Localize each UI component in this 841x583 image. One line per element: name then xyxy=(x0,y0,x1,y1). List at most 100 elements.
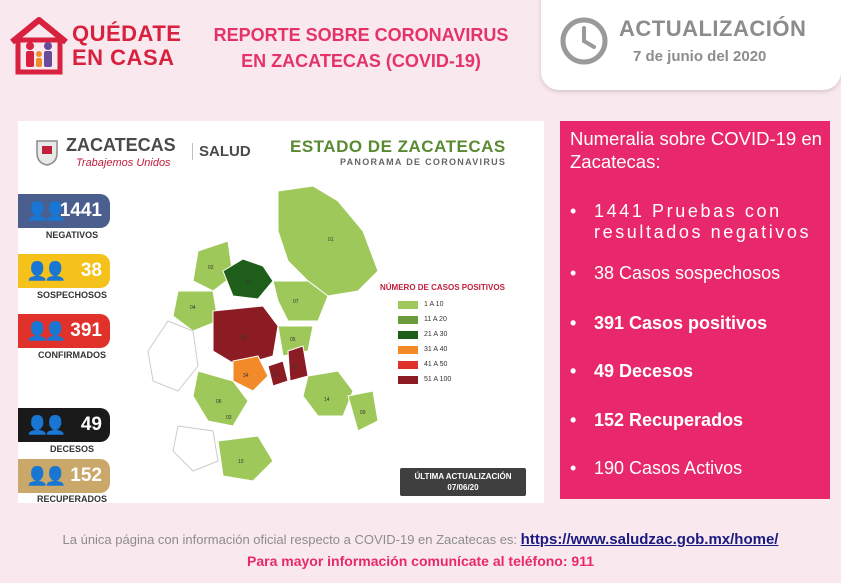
map-label-03: 03 xyxy=(226,415,232,421)
coat-of-arms-icon xyxy=(36,140,58,166)
last-update-badge: ÚLTIMA ACTUALIZACIÓN 07/06/20 xyxy=(400,468,526,496)
map-region-04a xyxy=(172,290,219,332)
report-title: REPORTE SOBRE CORONAVIRUS EN ZACATECAS (… xyxy=(196,22,526,74)
map-label-14: 14 xyxy=(324,397,330,403)
numeralia-item-recuperados: 152 Recuperados xyxy=(566,410,830,431)
numeralia-item-activos: 190 Casos Activos xyxy=(566,458,830,479)
map-label-07: 07 xyxy=(293,299,299,305)
numeralia-item-sospechosos: 38 Casos sospechosos xyxy=(566,263,830,284)
map-label-77: 77 xyxy=(272,373,278,379)
people-icon: 👤👤 xyxy=(26,321,67,341)
brand-text: QUÉDATE EN CASA xyxy=(72,22,181,70)
map-region-01 xyxy=(277,185,379,297)
map-region-southwest xyxy=(172,425,219,472)
clock-icon xyxy=(560,17,608,65)
map-label-04: 04 xyxy=(190,305,196,311)
report-title-line-1: REPORTE SOBRE CORONAVIRUS xyxy=(213,25,509,45)
legend-swatch xyxy=(398,375,418,384)
legend-swatch xyxy=(398,330,418,339)
last-update-date: 07/06/20 xyxy=(447,483,479,492)
logo-name: ZACATECAS xyxy=(66,135,176,155)
saludzac-link[interactable]: https://www.saludzac.gob.mx/home/ xyxy=(520,531,779,548)
legend-label: 1 A 10 xyxy=(424,301,444,308)
map-label-27: 27 xyxy=(246,280,252,286)
legend-swatch xyxy=(398,345,418,354)
stat-confirmados-value: 391 xyxy=(70,320,102,341)
stat-recuperados-box: 👤👤 152 xyxy=(18,459,110,493)
map-region-center xyxy=(192,370,249,427)
report-title-line-2: EN ZACATECAS (COVID-19) xyxy=(241,51,481,71)
numeralia-item-decesos: 49 Decesos xyxy=(566,361,830,382)
people-icon: 👤👤 xyxy=(26,466,67,486)
map-region-81 xyxy=(212,305,279,367)
map-region-east xyxy=(302,370,354,417)
stat-sospechosos-label: SOSPECHOSOS xyxy=(36,290,108,300)
logo-salud: SALUD xyxy=(192,143,251,160)
update-card: ACTUALIZACIÓN 7 de junio del 2020 xyxy=(541,0,841,90)
legend-label: 11 A 20 xyxy=(424,316,447,323)
legend-label: 31 A 40 xyxy=(424,346,448,353)
brand-line-1: QUÉDATE xyxy=(72,21,182,46)
map-label-02: 02 xyxy=(208,265,214,271)
people-icon: 👤👤 xyxy=(26,415,67,435)
stat-negativos-value: 1441 xyxy=(59,200,102,221)
stat-decesos-label: DECESOS xyxy=(49,444,94,454)
last-update-label: ÚLTIMA ACTUALIZACIÓN xyxy=(414,472,512,481)
map-label-81: 81 xyxy=(241,335,247,341)
map-region-07 xyxy=(272,280,329,322)
infographic-panel: ZACATECAS Trabajemos Unidos SALUD ESTADO… xyxy=(18,121,544,503)
stat-confirmados-label: CONFIRMADOS xyxy=(38,350,106,360)
footer-info-text: La única página con información oficial … xyxy=(62,532,521,547)
stat-negativos-label: NEGATIVOS xyxy=(45,230,99,240)
zacatecas-municipalities-map: 01 02 27 07 04 81 05 34 77 57 06 03 14 0… xyxy=(147,185,379,482)
stat-confirmados-box: 👤👤 391 xyxy=(18,314,110,348)
numeralia-title: Numeralia sobre COVID-19 en Zacatecas: xyxy=(570,128,822,172)
map-label-34: 34 xyxy=(243,373,249,379)
map-label-06: 06 xyxy=(216,399,222,405)
house-family-icon xyxy=(10,17,68,75)
stat-sospechosos-box: 👤👤 38 xyxy=(18,254,110,288)
stat-decesos-box: 👤👤 49 xyxy=(18,408,110,442)
legend-swatch xyxy=(398,360,418,369)
legend-row: 1 A 10 xyxy=(380,298,540,311)
update-title: ACTUALIZACIÓN xyxy=(619,16,807,41)
map-region-34 xyxy=(232,355,269,392)
legend-swatch xyxy=(398,315,418,324)
legend-row: 11 A 20 xyxy=(380,313,540,326)
legend-label: 21 A 30 xyxy=(424,331,448,338)
stat-recuperados-label: RECUPERADOS xyxy=(36,494,107,503)
map-region-77 xyxy=(267,360,289,387)
map-legend: NÚMERO DE CASOS POSITIVOS 1 A 10 11 A 20… xyxy=(380,283,540,388)
legend-row: 31 A 40 xyxy=(380,343,540,356)
map-region-south xyxy=(217,435,274,482)
brand-line-2: EN CASA xyxy=(72,45,175,70)
numeralia-item-negativos: 1441 Pruebas con resultados negativos xyxy=(566,201,830,243)
people-icon: 👤👤 xyxy=(26,261,67,281)
legend-row: 41 A 50 xyxy=(380,358,540,371)
map-region-05 xyxy=(277,325,314,357)
stat-recuperados-value: 152 xyxy=(70,465,102,486)
map-label-01: 01 xyxy=(328,237,334,243)
people-icon: 👤👤 xyxy=(26,201,67,221)
stat-decesos-value: 49 xyxy=(80,414,102,435)
legend-row: 21 A 30 xyxy=(380,328,540,341)
footer-info: La única página con información oficial … xyxy=(0,531,841,548)
logo-tagline: Trabajemos Unidos xyxy=(76,157,171,169)
legend-row: 51 A 100 xyxy=(380,373,540,386)
map-region-09 xyxy=(347,390,379,432)
map-label-05: 05 xyxy=(290,337,296,343)
legend-label: 51 A 100 xyxy=(424,376,452,383)
legend-label: 41 A 50 xyxy=(424,361,448,368)
infographic-subtitle: PANORAMA DE CORONAVIRUS xyxy=(340,157,507,167)
numeralia-panel: Numeralia sobre COVID-19 en Zacatecas: 1… xyxy=(560,121,830,499)
numeralia-item-positivos: 391 Casos positivos xyxy=(566,313,830,334)
quedate-en-casa-brand: QUÉDATE EN CASA xyxy=(8,12,188,82)
update-date: 7 de junio del 2020 xyxy=(633,48,767,65)
map-label-57: 57 xyxy=(292,365,298,371)
numeralia-list: 1441 Pruebas con resultados negativos 38… xyxy=(566,201,830,479)
map-region-02 xyxy=(192,240,234,292)
infographic-title: ESTADO DE ZACATECAS xyxy=(290,137,506,156)
zacatecas-salud-logo: ZACATECAS Trabajemos Unidos SALUD xyxy=(32,131,262,177)
map-label-10: 10 xyxy=(238,459,244,465)
stat-sospechosos-value: 38 xyxy=(80,260,102,281)
